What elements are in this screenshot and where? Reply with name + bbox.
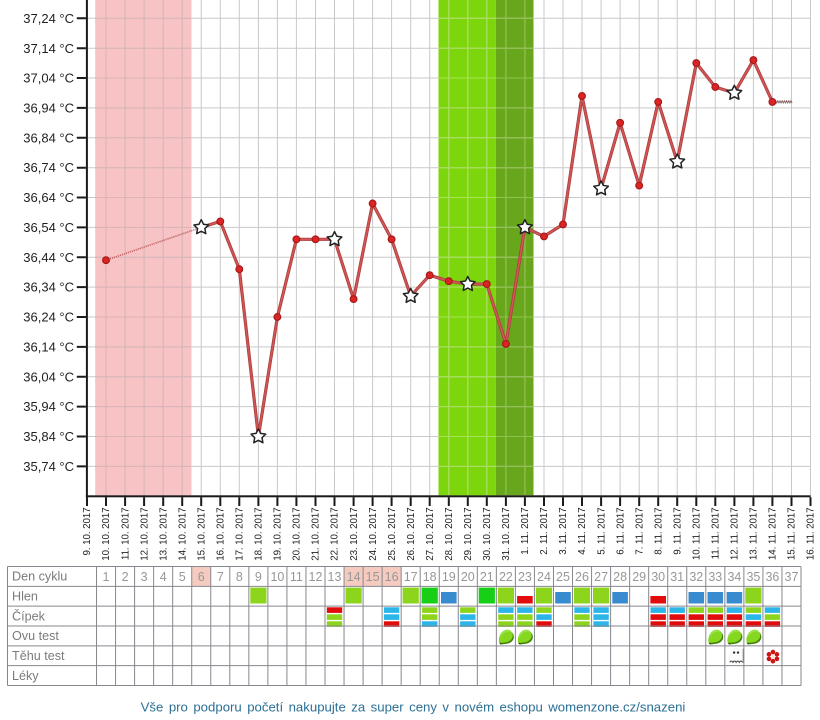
- svg-text:36: 36: [765, 570, 779, 584]
- svg-text:8: 8: [236, 570, 243, 584]
- svg-text:12. 11. 2017: 12. 11. 2017: [730, 508, 741, 561]
- svg-text:31. 10. 2017: 31. 10. 2017: [501, 508, 512, 561]
- svg-text:Čípek: Čípek: [12, 608, 46, 623]
- svg-text:1. 11. 2017: 1. 11. 2017: [520, 508, 531, 555]
- svg-text:24. 10. 2017: 24. 10. 2017: [368, 508, 379, 561]
- svg-text:8. 11. 2017: 8. 11. 2017: [653, 508, 664, 555]
- svg-text:36,24 °C: 36,24 °C: [23, 310, 74, 325]
- svg-text:18. 10. 2017: 18. 10. 2017: [254, 508, 265, 561]
- svg-text:13. 10. 2017: 13. 10. 2017: [158, 508, 169, 561]
- svg-text:36,34 °C: 36,34 °C: [23, 280, 74, 295]
- svg-text:16: 16: [385, 570, 399, 584]
- svg-text:7: 7: [217, 570, 224, 584]
- svg-text:1: 1: [103, 570, 110, 584]
- svg-text:4: 4: [160, 570, 167, 584]
- svg-text:30: 30: [651, 570, 665, 584]
- svg-text:Ovu test: Ovu test: [12, 629, 59, 643]
- svg-text:Den cyklu: Den cyklu: [12, 570, 67, 584]
- svg-text:21: 21: [480, 570, 494, 584]
- svg-text:13: 13: [328, 570, 342, 584]
- svg-text:10: 10: [270, 570, 284, 584]
- svg-text:36,14 °C: 36,14 °C: [23, 340, 74, 355]
- svg-text:37: 37: [785, 570, 799, 584]
- svg-text:11. 11. 2017: 11. 11. 2017: [711, 508, 722, 560]
- svg-text:17. 10. 2017: 17. 10. 2017: [235, 508, 246, 561]
- svg-text:36,44 °C: 36,44 °C: [23, 250, 74, 265]
- svg-text:2: 2: [122, 570, 129, 584]
- svg-text:34: 34: [727, 570, 741, 584]
- svg-text:22. 10. 2017: 22. 10. 2017: [330, 508, 341, 561]
- svg-text:2. 11. 2017: 2. 11. 2017: [539, 508, 550, 555]
- svg-text:26. 10. 2017: 26. 10. 2017: [406, 508, 417, 561]
- svg-text:11. 10. 2017: 11. 10. 2017: [120, 508, 131, 561]
- svg-text:5. 11. 2017: 5. 11. 2017: [596, 508, 607, 555]
- svg-text:23. 10. 2017: 23. 10. 2017: [349, 508, 360, 561]
- svg-text:Těhu test: Těhu test: [12, 649, 65, 663]
- svg-text:25. 10. 2017: 25. 10. 2017: [387, 508, 398, 561]
- svg-text:9. 11. 2017: 9. 11. 2017: [672, 508, 683, 555]
- svg-text:37,24 °C: 37,24 °C: [23, 11, 74, 26]
- svg-text:17: 17: [404, 570, 418, 584]
- svg-text:15: 15: [366, 570, 380, 584]
- svg-text:36,84 °C: 36,84 °C: [23, 130, 74, 145]
- svg-text:35,94 °C: 35,94 °C: [23, 399, 74, 414]
- svg-text:6. 11. 2017: 6. 11. 2017: [615, 508, 626, 555]
- svg-text:27. 10. 2017: 27. 10. 2017: [425, 508, 436, 561]
- svg-text:14: 14: [347, 570, 361, 584]
- svg-text:10. 10. 2017: 10. 10. 2017: [101, 508, 112, 561]
- svg-text:36,64 °C: 36,64 °C: [23, 190, 74, 205]
- svg-text:36,94 °C: 36,94 °C: [23, 101, 74, 116]
- svg-text:Léky: Léky: [12, 669, 39, 683]
- svg-text:25: 25: [556, 570, 570, 584]
- svg-text:3: 3: [141, 570, 148, 584]
- svg-text:35: 35: [746, 570, 760, 584]
- svg-text:36,54 °C: 36,54 °C: [23, 220, 74, 235]
- svg-text:35,74 °C: 35,74 °C: [23, 459, 74, 474]
- svg-text:18: 18: [423, 570, 437, 584]
- svg-text:19: 19: [442, 570, 456, 584]
- svg-text:13. 11. 2017: 13. 11. 2017: [749, 508, 760, 561]
- svg-text:9. 10. 2017: 9. 10. 2017: [82, 508, 93, 556]
- svg-text:9: 9: [255, 570, 262, 584]
- svg-text:12. 10. 2017: 12. 10. 2017: [139, 508, 150, 561]
- svg-text:15. 11. 2017: 15. 11. 2017: [787, 508, 798, 561]
- svg-text:36,04 °C: 36,04 °C: [23, 369, 74, 384]
- svg-text:37,04 °C: 37,04 °C: [23, 71, 74, 86]
- svg-text:20: 20: [461, 570, 475, 584]
- svg-text:19. 10. 2017: 19. 10. 2017: [273, 508, 284, 561]
- svg-text:5: 5: [179, 570, 186, 584]
- svg-text:24: 24: [537, 570, 551, 584]
- svg-text:7. 11. 2017: 7. 11. 2017: [634, 508, 645, 555]
- svg-text:36,74 °C: 36,74 °C: [23, 160, 74, 175]
- svg-text:23: 23: [518, 570, 532, 584]
- svg-text:28. 10. 2017: 28. 10. 2017: [444, 508, 455, 561]
- svg-text:6: 6: [198, 570, 205, 584]
- svg-text:27: 27: [594, 570, 608, 584]
- svg-text:20. 10. 2017: 20. 10. 2017: [292, 508, 303, 561]
- svg-text:Hlen: Hlen: [12, 590, 38, 604]
- svg-text:15. 10. 2017: 15. 10. 2017: [196, 508, 207, 561]
- svg-text:22: 22: [499, 570, 513, 584]
- svg-text:35,84 °C: 35,84 °C: [23, 429, 74, 444]
- svg-text:28: 28: [613, 570, 627, 584]
- svg-text:31: 31: [670, 570, 684, 584]
- svg-text:14. 11. 2017: 14. 11. 2017: [768, 508, 779, 561]
- svg-text:14. 10. 2017: 14. 10. 2017: [177, 508, 188, 561]
- svg-text:29. 10. 2017: 29. 10. 2017: [463, 508, 474, 561]
- svg-text:33: 33: [708, 570, 722, 584]
- svg-text:Vše pro podporu početí nakupuj: Vše pro podporu početí nakupujte za supe…: [141, 700, 686, 715]
- svg-text:4. 11. 2017: 4. 11. 2017: [577, 508, 588, 555]
- svg-text:12: 12: [309, 570, 323, 584]
- svg-text:16. 11. 2017: 16. 11. 2017: [806, 508, 817, 561]
- svg-text:30. 10. 2017: 30. 10. 2017: [482, 508, 493, 561]
- svg-text:11: 11: [290, 570, 303, 584]
- svg-text:16. 10. 2017: 16. 10. 2017: [216, 508, 227, 561]
- svg-text:29: 29: [632, 570, 646, 584]
- svg-text:3. 11. 2017: 3. 11. 2017: [558, 508, 569, 555]
- svg-text:21. 10. 2017: 21. 10. 2017: [311, 508, 322, 561]
- svg-text:37,14 °C: 37,14 °C: [23, 41, 74, 56]
- svg-text:10. 11. 2017: 10. 11. 2017: [692, 508, 703, 561]
- svg-text:32: 32: [689, 570, 703, 584]
- svg-text:26: 26: [575, 570, 589, 584]
